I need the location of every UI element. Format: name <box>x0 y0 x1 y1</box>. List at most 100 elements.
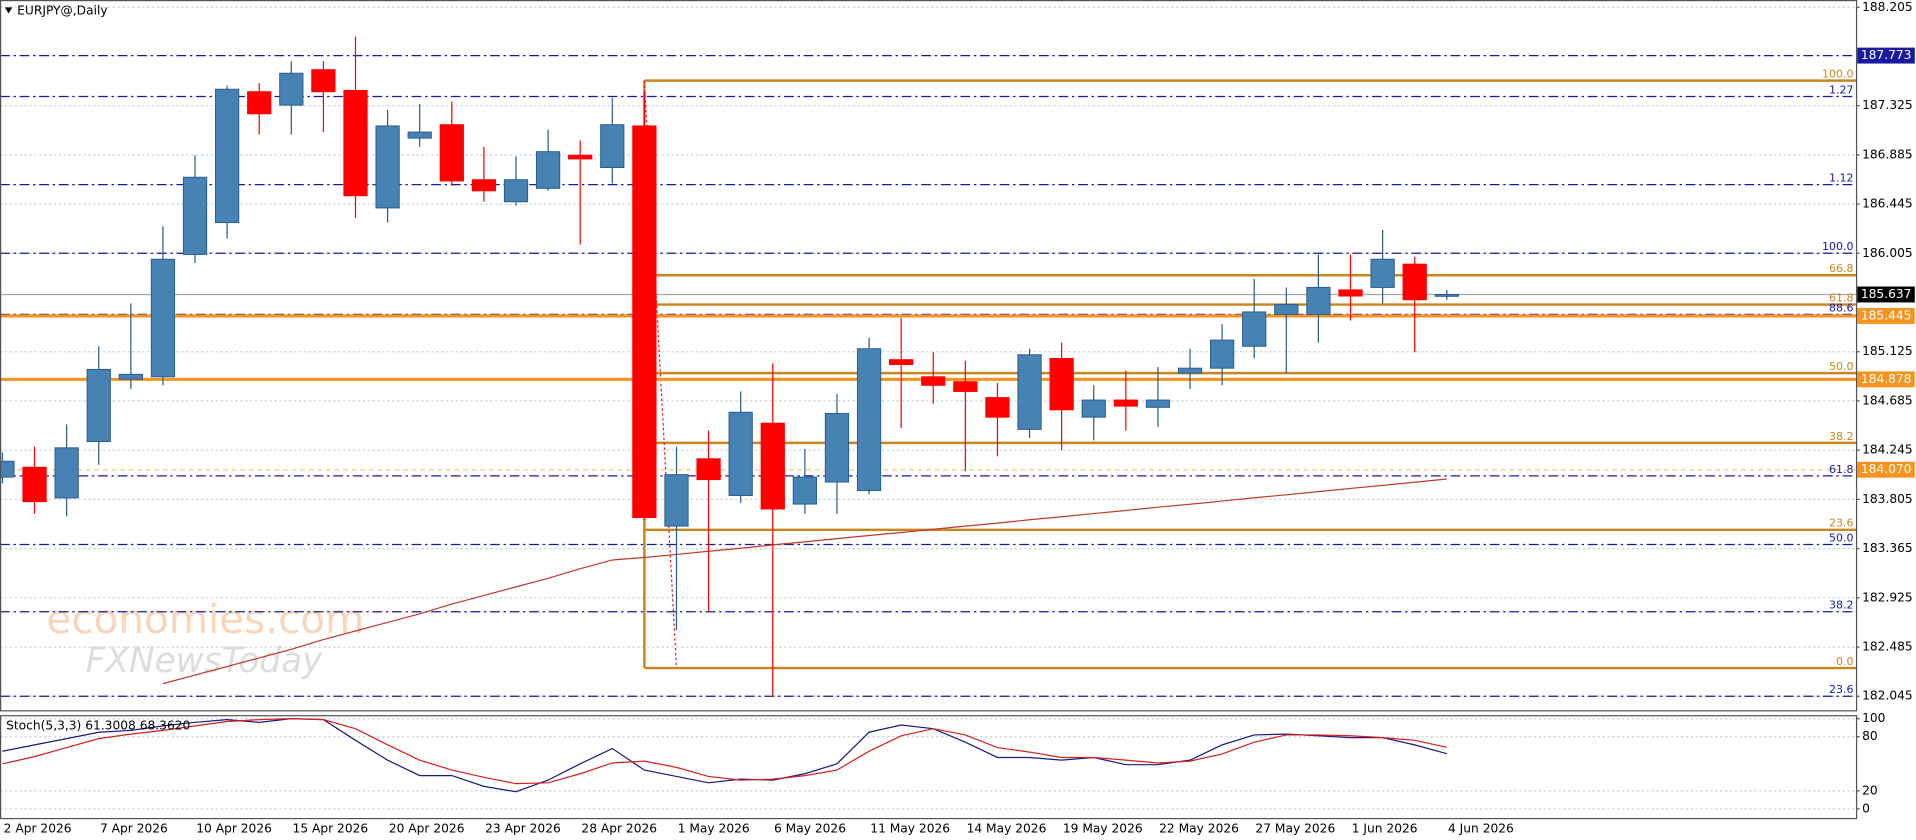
fib-label: 38.2 <box>1829 430 1854 443</box>
candle-body <box>86 368 111 443</box>
x-tick-label: 15 Apr 2026 <box>293 821 369 835</box>
x-tick-label: 2 Apr 2026 <box>4 821 72 835</box>
watermark: FXNewsToday <box>86 641 323 681</box>
candle-body <box>214 88 240 224</box>
x-tick-label: 28 Apr 2026 <box>581 821 657 835</box>
price-box <box>1857 47 1915 64</box>
stoch-title: Stoch(5,3,3) 61.3008 68.3620 <box>6 719 190 733</box>
price-box <box>1857 371 1915 388</box>
candle-body <box>728 411 753 496</box>
candle-body <box>375 125 400 209</box>
candle-body <box>856 348 882 492</box>
candle-body <box>0 460 15 478</box>
candle-body <box>889 359 914 365</box>
candle-body <box>1209 339 1235 369</box>
candle-body <box>1081 399 1106 418</box>
y-tick-label: 182.925 <box>1862 590 1913 604</box>
y-tick-label: 184.245 <box>1862 443 1913 457</box>
candle-body <box>471 179 497 192</box>
fib-label: 1.12 <box>1829 172 1854 185</box>
candle-body <box>247 91 272 115</box>
candle-body <box>118 373 143 380</box>
watermark: economies.com <box>47 595 365 643</box>
candle-body <box>760 422 785 510</box>
watermark-layer: economies.com FXNewsToday <box>47 595 365 681</box>
moving-average <box>162 478 1447 685</box>
price-label: 184.070 <box>1861 462 1912 476</box>
candle-body <box>1370 258 1395 288</box>
marks-layer <box>0 36 1459 793</box>
candle-body <box>54 447 79 499</box>
y-tick-label: 184.685 <box>1862 393 1913 407</box>
candle-body <box>503 179 529 203</box>
x-tick-label: 20 Apr 2026 <box>389 821 465 835</box>
fib-label: 50.0 <box>1829 360 1854 373</box>
labels-layer: 2 Apr 2026 7 Apr 2026 10 Apr 2026 15 Apr 20… <box>4 0 1915 835</box>
candle-body <box>824 412 850 483</box>
y-tick-label: 186.445 <box>1862 197 1913 211</box>
candle-body <box>664 474 689 527</box>
fib-label: 66.8 <box>1829 262 1854 275</box>
price-label: 187.773 <box>1861 48 1912 62</box>
x-tick-label: 11 May 2026 <box>870 821 950 835</box>
candle-body <box>985 397 1010 418</box>
candle-body <box>1145 399 1171 408</box>
candle-body <box>343 89 368 197</box>
candle-body <box>279 72 304 106</box>
x-tick-label: 6 May 2026 <box>774 821 846 835</box>
fib-label: 100.0 <box>1822 240 1854 253</box>
y-tick-label: 187.325 <box>1862 98 1913 112</box>
candle-body <box>921 376 946 386</box>
chart-title: EURJPY@,Daily <box>17 4 107 18</box>
candle-body <box>632 125 657 518</box>
fib-label: 61.8 <box>1829 463 1854 476</box>
y-tick-label: 183.365 <box>1862 541 1913 555</box>
fib-label: 1.27 <box>1829 83 1854 96</box>
candle-body <box>1177 367 1203 374</box>
y-tick-label: 186.005 <box>1862 246 1913 260</box>
x-tick-label: 4 Jun 2026 <box>1448 821 1514 835</box>
candle-body <box>1242 311 1267 347</box>
x-tick-label: 27 May 2026 <box>1255 821 1335 835</box>
price-label: 184.878 <box>1861 372 1912 386</box>
x-tick-label: 1 Jun 2026 <box>1352 821 1418 835</box>
candle-body <box>792 476 817 505</box>
x-tick-label: 23 Apr 2026 <box>485 821 561 835</box>
candle-body <box>150 258 176 378</box>
x-tick-label: 10 Apr 2026 <box>196 821 272 835</box>
x-tick-label: 14 May 2026 <box>967 821 1047 835</box>
stoch-line <box>2 718 1447 785</box>
candle-body <box>1306 286 1331 315</box>
candle-body <box>439 124 464 182</box>
candle-body <box>600 124 625 169</box>
y-tick-label: 20 <box>1862 783 1878 797</box>
fib-label: 23.6 <box>1829 683 1854 696</box>
x-tick-label: 1 May 2026 <box>678 821 750 835</box>
stoch-panel-frame <box>0 715 1858 820</box>
candle-body <box>953 381 978 392</box>
y-tick-label: 182.485 <box>1862 640 1913 654</box>
candle-body <box>696 458 721 481</box>
y-tick-label: 185.125 <box>1862 344 1913 358</box>
price-label: 185.445 <box>1861 308 1912 322</box>
y-tick-label: 100 <box>1862 711 1885 725</box>
collapse-icon[interactable] <box>4 7 13 14</box>
candle-body <box>311 69 336 93</box>
fib-label: 38.2 <box>1829 599 1854 612</box>
candle-body <box>182 176 208 255</box>
candle-body <box>1113 399 1138 407</box>
candle-body <box>1274 304 1299 315</box>
main-panel-frame <box>0 0 1858 712</box>
fib-label: 61.8 <box>1829 291 1854 304</box>
price-label: 185.637 <box>1861 287 1912 301</box>
fib-label: 88.6 <box>1829 301 1854 314</box>
y-tick-label: 188.205 <box>1862 0 1913 14</box>
candle-body <box>568 154 593 160</box>
fib-label: 0.0 <box>1836 655 1854 668</box>
y-tick-label: 183.805 <box>1862 492 1913 506</box>
y-tick-label: 0 <box>1862 801 1870 815</box>
fib-label: 23.6 <box>1829 517 1854 530</box>
x-tick-label: 7 Apr 2026 <box>100 821 168 835</box>
price-box <box>1857 461 1915 478</box>
